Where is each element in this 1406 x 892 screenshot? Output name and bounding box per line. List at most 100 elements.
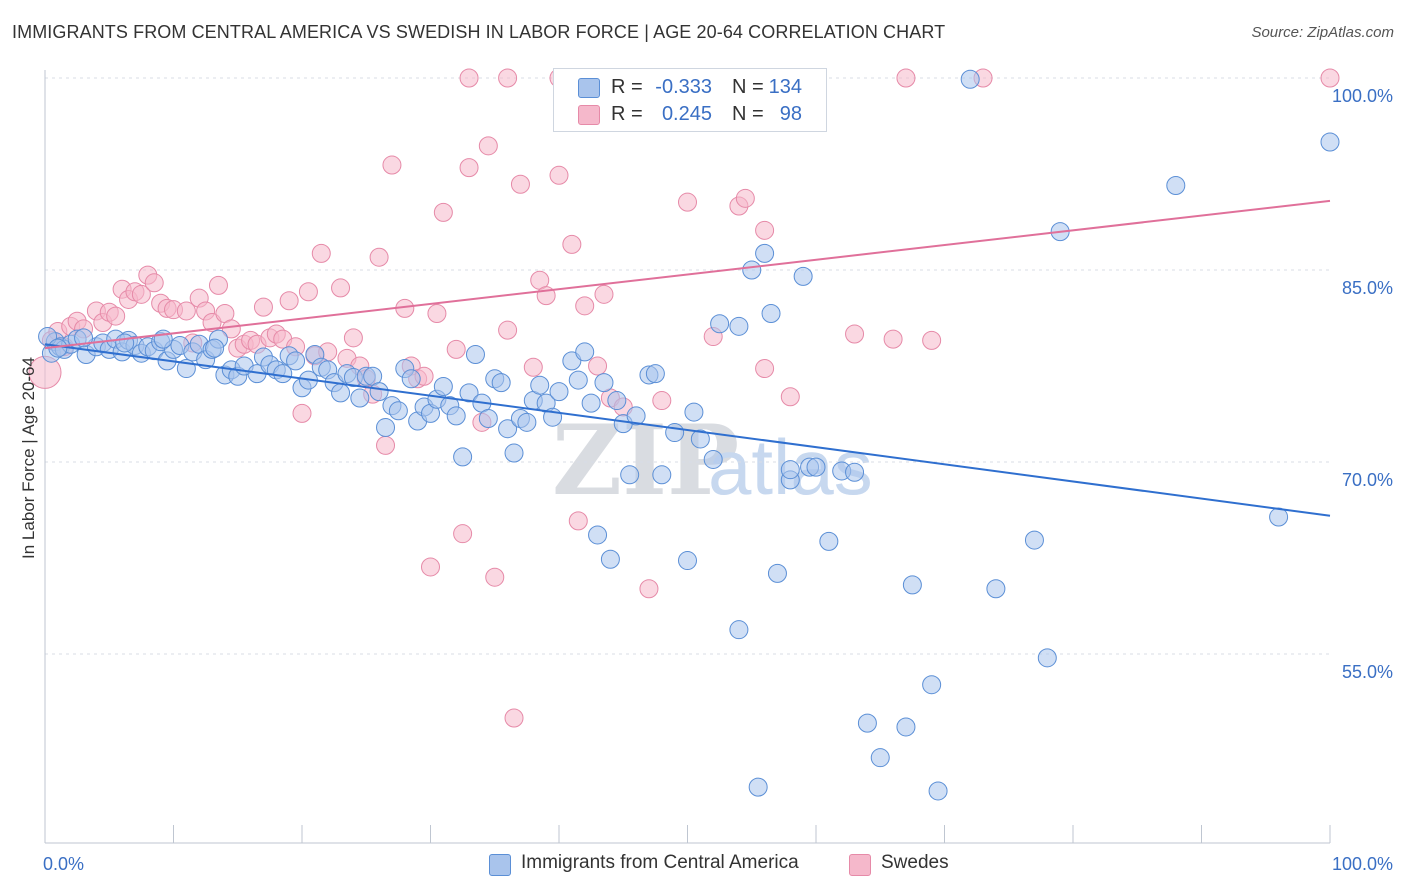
swedes-point <box>176 301 196 321</box>
swedes-point <box>780 387 800 407</box>
y-tick-label: 70.0% <box>1342 470 1393 490</box>
central-america-point <box>742 260 762 280</box>
swedes-point <box>922 330 942 350</box>
central-america-point <box>928 781 948 801</box>
swedes-point <box>883 329 903 349</box>
central-america-point <box>761 304 781 324</box>
central-america-point <box>1037 648 1057 668</box>
central-america-point <box>845 462 865 482</box>
bottom-legend-label: Swedes <box>881 852 949 873</box>
swedes-trend-line <box>44 199 1331 350</box>
trend-lines <box>44 199 1331 517</box>
central-america-point <box>1166 176 1186 196</box>
central-america-point <box>1320 132 1340 152</box>
central-america-point <box>286 351 306 371</box>
central-america-point <box>491 373 511 393</box>
legend-r-value: 0.245 <box>661 103 712 125</box>
swedes-point <box>343 328 363 348</box>
central-america-point <box>517 412 537 432</box>
central-america-point <box>594 373 614 393</box>
central-america-point <box>388 401 408 421</box>
central-america-point <box>626 406 646 426</box>
legend-r-label: R = <box>611 76 643 98</box>
central-america-point <box>819 531 839 551</box>
x-tick-label: 0.0% <box>43 854 84 874</box>
central-america-point <box>690 429 710 449</box>
swedes-point <box>510 174 530 194</box>
legend-n-value: 134 <box>768 76 802 98</box>
central-america-point <box>684 402 704 422</box>
central-america-point <box>459 383 479 403</box>
swedes-point <box>311 243 331 263</box>
swedes-point <box>755 220 775 240</box>
central-america-point <box>729 316 749 336</box>
swedes-point <box>292 403 312 423</box>
swedes-point <box>253 297 273 317</box>
central-america-point <box>600 549 620 569</box>
legend-n-label: N = <box>732 76 764 98</box>
central-america-point <box>453 447 473 467</box>
swedes-point <box>433 202 453 222</box>
central-america-point <box>748 777 768 797</box>
axis-labels: 100.0% 85.0% 70.0% 55.0% 0.0% 100.0% In Labor … <box>19 86 1393 874</box>
swedes-point <box>459 68 479 88</box>
central-america-point <box>549 382 569 402</box>
central-america-point <box>273 364 293 384</box>
central-america-point <box>581 393 601 413</box>
swedes-point <box>594 284 614 304</box>
y-tick-label: 100.0% <box>1332 86 1393 106</box>
central-america-point <box>465 344 485 364</box>
legend-n-value: 98 <box>779 103 802 125</box>
central-america-point <box>870 748 890 768</box>
central-america-point <box>369 382 389 402</box>
central-america-point <box>665 423 685 443</box>
central-america-point <box>575 342 595 362</box>
swedes-point <box>562 234 582 254</box>
bottom-legend-swatch-blue <box>489 854 511 876</box>
swedes-point <box>331 278 351 298</box>
swedes-point <box>1320 68 1340 88</box>
central-america-point <box>331 383 351 403</box>
central-america-point <box>376 417 396 437</box>
central-america-point <box>350 388 370 408</box>
swedes-point <box>678 192 697 212</box>
swedes-point <box>382 155 402 175</box>
correlation-legend: R = -0.333 N = 134 R = 0.245 N = 98 <box>553 68 827 132</box>
legend-r-label: R = <box>611 103 643 125</box>
axes <box>44 70 1331 844</box>
central-america-point <box>498 419 518 439</box>
central-america-point <box>504 443 524 463</box>
swedes-point <box>498 68 518 88</box>
central-america-point <box>205 338 225 358</box>
x-tick-label: 100.0% <box>1332 854 1393 874</box>
central-america-point <box>678 551 697 571</box>
central-america-point <box>902 575 922 595</box>
swedes-point <box>639 579 659 599</box>
swedes-point <box>549 165 569 185</box>
swedes-point <box>369 247 389 267</box>
central-america-point <box>530 375 550 395</box>
central-america-point <box>645 364 665 384</box>
swedes-point <box>498 320 518 340</box>
swedes-point <box>568 511 588 531</box>
swedes-point <box>376 435 396 455</box>
central-america-point <box>755 243 775 263</box>
central-america-point <box>729 620 749 640</box>
central-america-point <box>401 369 421 389</box>
swedes-point <box>298 282 318 302</box>
legend-swatch-pink <box>578 105 600 125</box>
source-label: Source: ZipAtlas.com <box>1251 24 1394 41</box>
central-america-point <box>806 457 826 477</box>
swedes-point <box>279 291 299 311</box>
central-america-point <box>620 465 640 485</box>
legend-n-label: N = <box>732 103 764 125</box>
swedes-point <box>575 296 595 316</box>
central-america-point <box>1024 530 1044 550</box>
central-america-point <box>703 449 723 469</box>
central-america-point <box>652 465 672 485</box>
central-america-point <box>478 408 498 428</box>
y-tick-label: 55.0% <box>1342 662 1393 682</box>
central-america-point <box>922 675 942 695</box>
swedes-point <box>208 275 228 295</box>
swedes-point <box>144 273 164 293</box>
